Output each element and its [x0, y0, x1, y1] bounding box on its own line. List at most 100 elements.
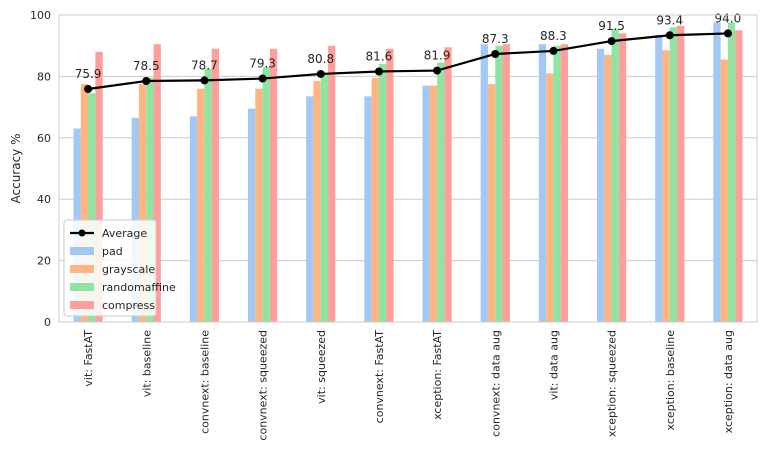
average-point	[665, 31, 674, 40]
x-tick-label: xception: data aug	[722, 330, 735, 433]
average-data-label: 81.6	[366, 49, 393, 63]
average-point	[200, 76, 209, 85]
bar-grayscale	[138, 84, 147, 322]
bar-pad	[247, 108, 256, 322]
bar-pad	[306, 96, 314, 322]
y-axis-label: Accuracy %	[9, 133, 23, 203]
y-tick-label: 100	[30, 9, 51, 22]
average-data-label: 94.0	[715, 11, 742, 25]
average-data-label: 79.3	[249, 57, 276, 71]
legend-label-pad: pad	[102, 245, 123, 258]
bar-grayscale	[80, 84, 89, 322]
x-tick-label: convnext: baseline	[198, 330, 211, 434]
bar-randomaffine	[262, 67, 270, 322]
average-data-label: 93.4	[656, 13, 683, 27]
bar-compress	[502, 44, 510, 322]
average-point	[374, 67, 383, 76]
legend-swatch-compress	[70, 301, 94, 309]
bar-randomaffine	[727, 22, 736, 323]
bar-pad	[713, 22, 721, 323]
x-tick-label: convnext: FastAT	[373, 330, 386, 424]
x-tick-label: vit: data aug	[547, 330, 560, 400]
y-tick-label: 80	[37, 70, 51, 83]
plot-frame	[58, 14, 758, 323]
average-point	[433, 66, 442, 75]
bar-grayscale	[604, 54, 612, 322]
bar-grayscale	[720, 59, 728, 322]
bar-compress	[618, 33, 627, 323]
average-point	[607, 37, 616, 46]
bar-pad	[480, 44, 488, 322]
legend-box	[63, 219, 157, 317]
x-tick-label: vit: baseline	[140, 330, 153, 397]
average-point	[142, 77, 151, 86]
average-data-label: 87.3	[482, 32, 509, 46]
average-data-label: 81.9	[424, 49, 451, 63]
bar-grayscale	[429, 85, 438, 322]
bar-randomaffine	[553, 45, 561, 322]
bar-grayscale	[662, 50, 670, 323]
bar-compress	[95, 51, 103, 323]
legend: Average pad grayscale randomaffine compress	[63, 219, 176, 317]
bar-pad	[655, 34, 663, 323]
y-tick-labels: 0 20 40 60 80 100	[30, 9, 51, 329]
legend-swatch-randomaffine	[70, 283, 94, 291]
average-data-label: 88.3	[540, 29, 567, 43]
x-tick-labels: vit: FastAT vit: baseline convnext: baseli…	[82, 330, 735, 441]
x-tick-label: convnext: squeezed	[257, 330, 270, 441]
bar-pad	[538, 44, 547, 322]
average-series-line	[87, 32, 728, 91]
y-tick-label: 40	[37, 193, 51, 206]
legend-label-grayscale: grayscale	[102, 263, 155, 276]
bar-compress	[444, 47, 452, 323]
legend-marker-average	[78, 229, 86, 237]
bar-compress	[560, 44, 569, 322]
y-tick-label: 60	[37, 132, 51, 145]
bar-grayscale	[546, 73, 554, 322]
bar-pad	[189, 116, 198, 322]
bar-compress	[735, 30, 743, 322]
bar-grayscale	[371, 77, 379, 322]
legend-label-average: Average	[102, 227, 147, 240]
gridlines	[59, 14, 757, 323]
bar-compress	[153, 44, 161, 322]
bar-randomaffine	[669, 27, 678, 323]
average-data-label: 75.9	[75, 67, 102, 81]
bar-compress	[677, 25, 685, 323]
average-data-label: 80.8	[307, 52, 334, 66]
x-tick-label: xception: squeezed	[606, 330, 619, 437]
legend-label-compress: compress	[102, 299, 155, 312]
average-data-label: 91.5	[598, 19, 625, 33]
bars	[73, 22, 743, 323]
bar-grayscale	[313, 81, 321, 322]
bar-randomaffine	[320, 73, 329, 322]
x-tick-label: vit: FastAT	[82, 330, 95, 387]
bar-randomaffine	[495, 45, 503, 322]
bar-randomaffine	[204, 68, 212, 322]
legend-label-randomaffine: randomaffine	[102, 281, 176, 294]
bar-pad	[364, 96, 372, 322]
bar-randomaffine	[88, 93, 96, 322]
bar-grayscale	[197, 88, 205, 323]
bar-pad	[422, 85, 430, 322]
x-tick-label: xception: baseline	[664, 330, 677, 431]
legend-swatch-pad	[70, 247, 94, 255]
average-point	[84, 84, 93, 93]
average-point	[316, 69, 325, 78]
average-line: 75.9 78.5 78.7 79.3 80.8 81.6 81.9 87.3 88.3 91.5…	[75, 11, 742, 93]
y-tick-label: 0	[44, 316, 51, 329]
bar-randomaffine	[146, 77, 154, 322]
legend-swatch-grayscale	[70, 265, 94, 273]
bar-compress	[386, 48, 394, 323]
average-point	[491, 49, 500, 58]
x-tick-label: convnext: data aug	[489, 330, 502, 437]
bar-compress	[328, 45, 336, 322]
bar-grayscale	[487, 84, 496, 322]
x-tick-label: xception: FastAT	[431, 330, 444, 420]
bar-randomaffine	[611, 28, 619, 322]
average-data-label: 78.7	[191, 58, 218, 72]
bar-compress	[211, 48, 220, 323]
bar-grayscale	[255, 88, 263, 323]
bar-compress	[269, 48, 278, 323]
